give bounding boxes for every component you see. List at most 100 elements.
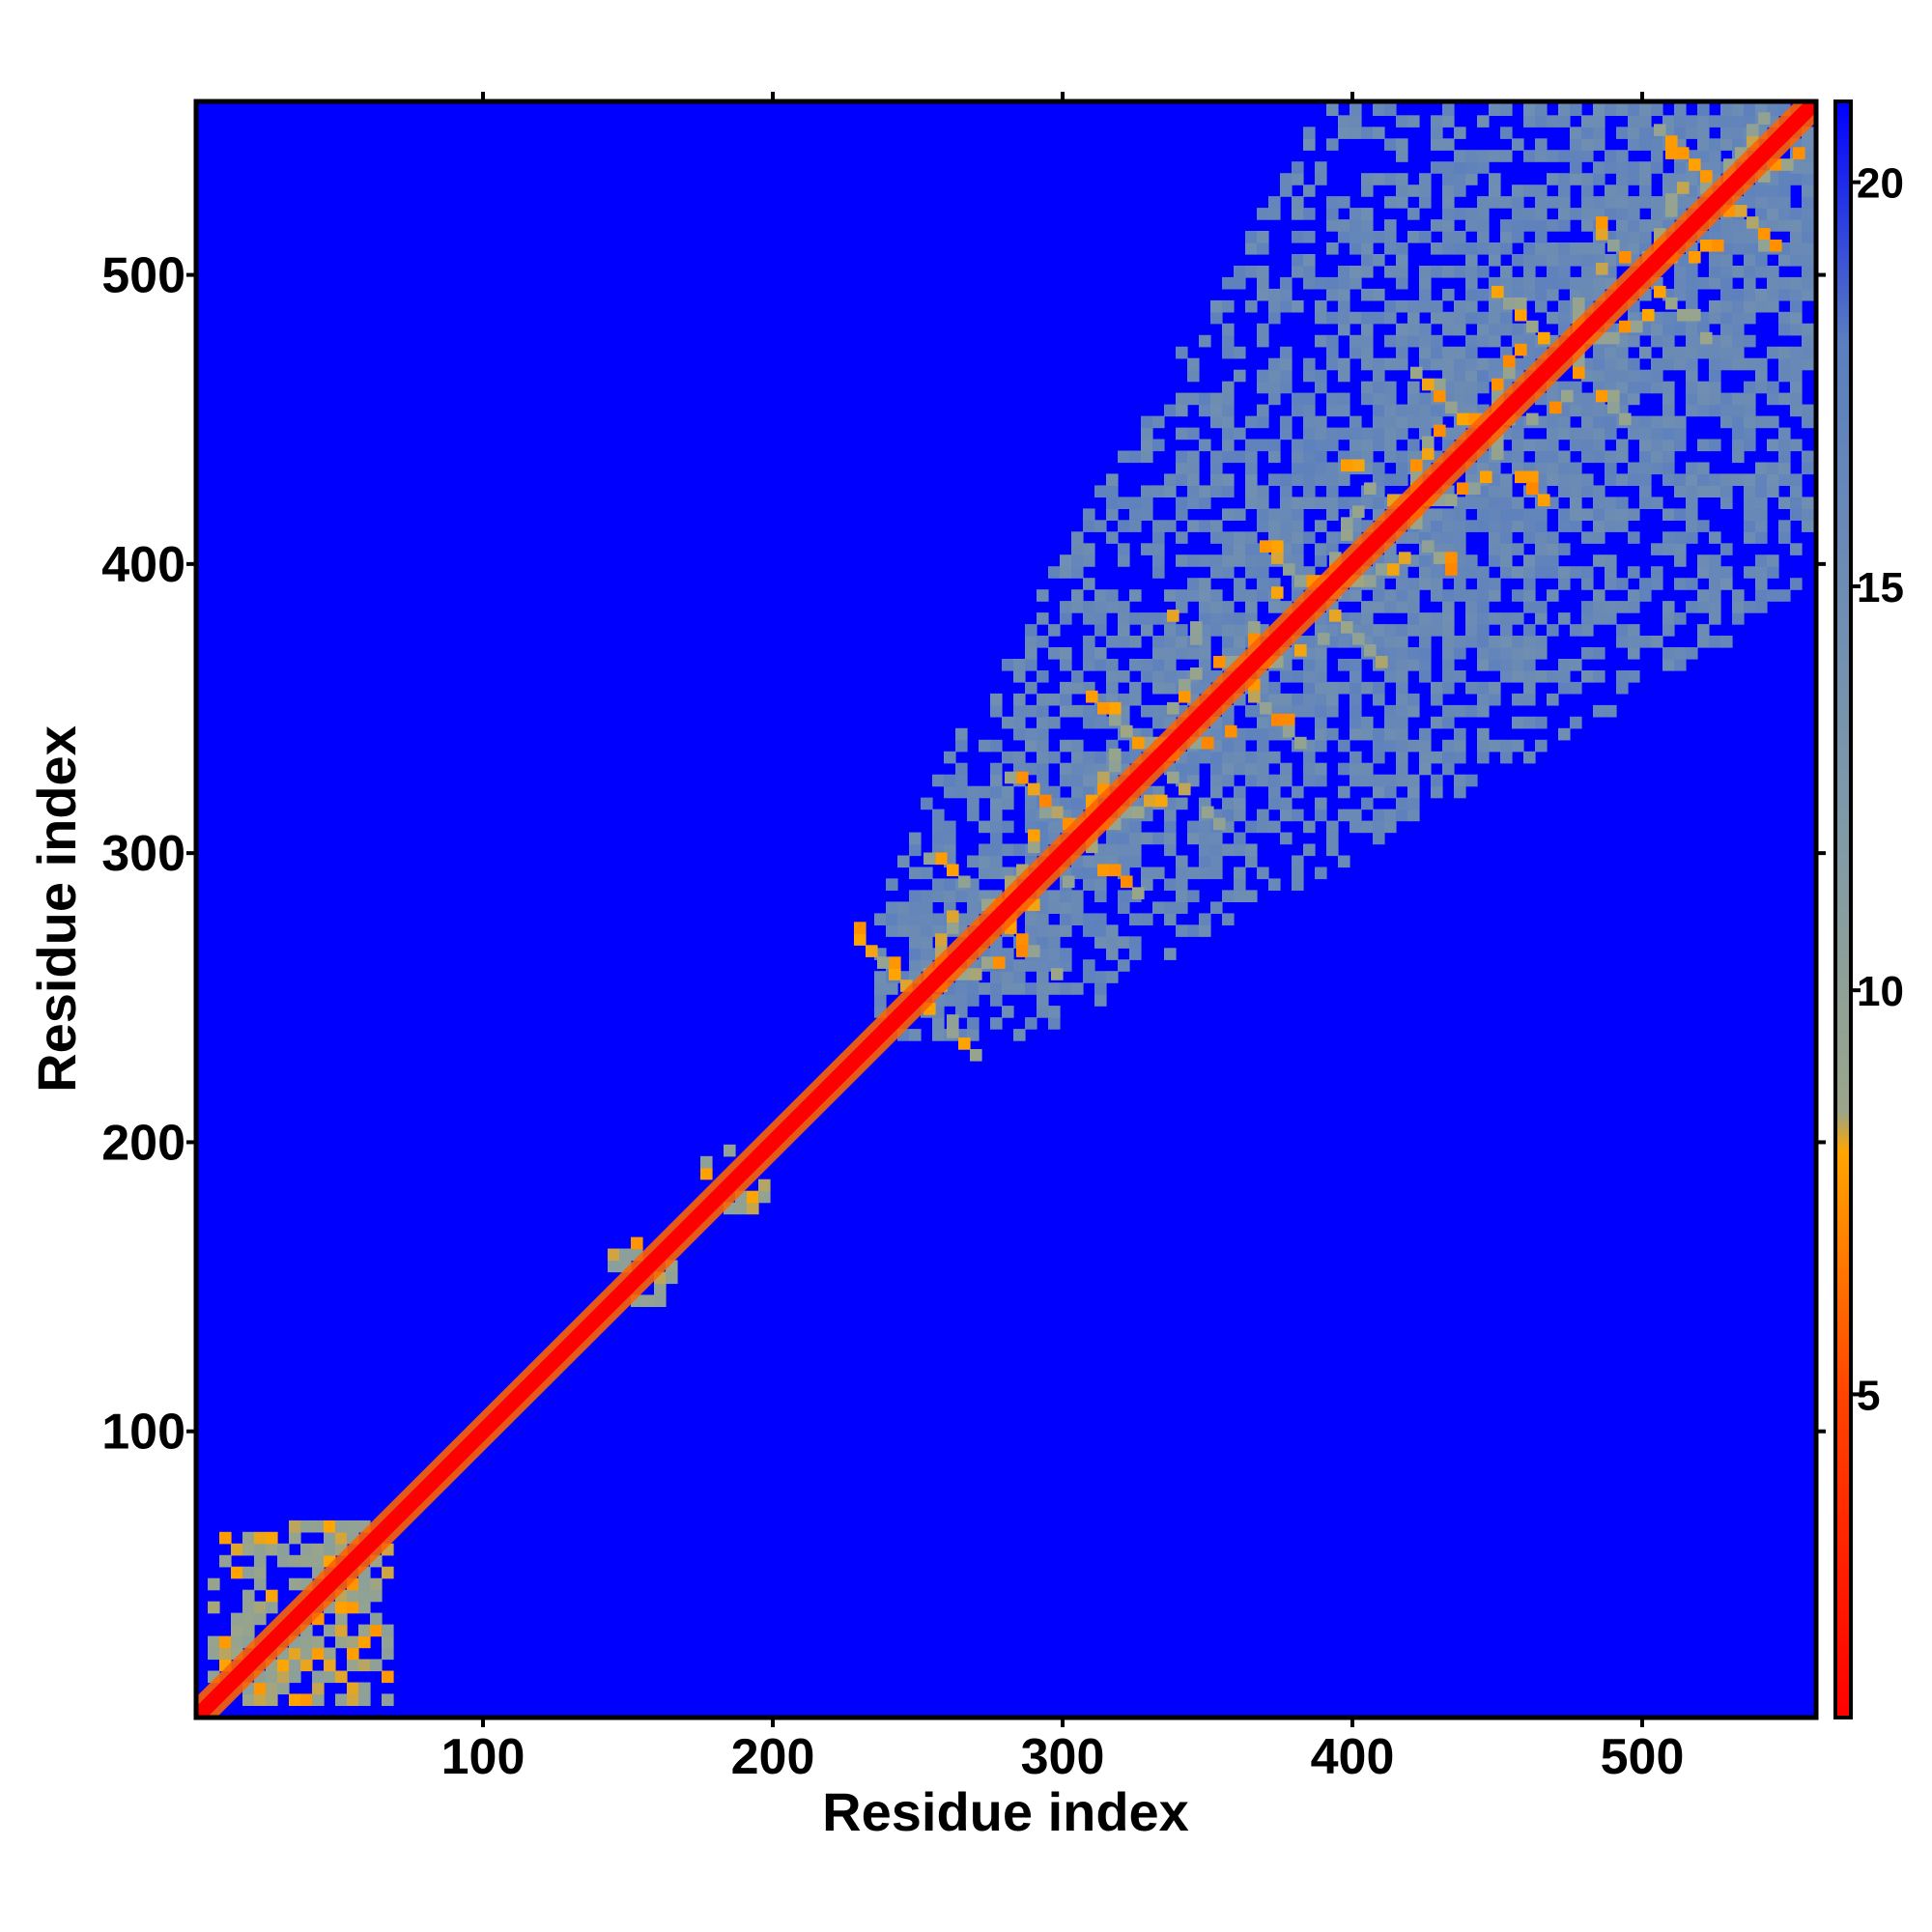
domain-contact-cell [1454, 589, 1466, 602]
repeat-contact-cell [1213, 817, 1226, 831]
domain-contact-cell [1454, 127, 1466, 139]
domain-contact-cell [1315, 462, 1327, 475]
repeat-contact-cell [1039, 794, 1052, 808]
domain-contact-cell [1187, 497, 1200, 509]
domain-contact-cell [1709, 115, 1721, 128]
domain-contact-cell [1674, 612, 1687, 625]
domain-contact-cell [1616, 357, 1629, 371]
domain-contact-cell [1778, 427, 1791, 440]
domain-contact-cell [1755, 196, 1768, 209]
domain-contact-cell [1628, 208, 1640, 220]
domain-contact-cell [1720, 334, 1733, 348]
domain-contact-cell [1419, 173, 1432, 185]
domain-contact-cell [1593, 439, 1605, 452]
domain-contact-cell [735, 1202, 748, 1215]
domain-contact-cell [1245, 704, 1258, 718]
domain-contact-cell [1802, 357, 1814, 371]
domain-contact-cell [1500, 531, 1513, 544]
domain-contact-cell [1037, 924, 1049, 937]
domain-contact-cell [1686, 647, 1698, 660]
domain-contact-cell [1083, 601, 1095, 613]
domain-contact-cell [1176, 878, 1188, 891]
domain-contact-cell [1431, 161, 1443, 174]
domain-contact-cell [1616, 601, 1629, 613]
domain-contact-cell [1651, 439, 1663, 452]
domain-contact-cell [1512, 566, 1524, 579]
domain-contact-cell [1662, 415, 1675, 429]
domain-contact-cell [1268, 774, 1281, 787]
domain-contact-cell [1489, 543, 1501, 555]
domain-contact-cell [1732, 103, 1745, 116]
domain-contact-cell [1477, 219, 1490, 232]
repeat-contact-cell [1121, 724, 1133, 738]
domain-contact-cell [358, 1577, 371, 1591]
domain-contact-cell [1152, 415, 1165, 429]
domain-contact-cell [1048, 647, 1061, 660]
repeat-contact-cell [1642, 308, 1655, 322]
domain-contact-cell [1350, 716, 1362, 729]
domain-contact-cell [921, 913, 933, 925]
domain-contact-cell [1605, 185, 1617, 197]
domain-contact-cell [266, 1670, 278, 1684]
domain-contact-cell [1222, 392, 1235, 406]
domain-contact-cell [1338, 785, 1350, 799]
domain-contact-cell [1465, 520, 1478, 532]
repeat-contact-cell [1503, 297, 1516, 310]
domain-contact-cell [1129, 508, 1142, 521]
domain-contact-cell [1257, 820, 1269, 834]
domain-contact-cell [1605, 578, 1617, 590]
domain-contact-cell [1709, 589, 1721, 602]
domain-contact-cell [1674, 103, 1687, 116]
domain-contact-cell [1477, 704, 1490, 718]
domain-contact-cell [1025, 982, 1037, 995]
domain-contact-cell [1048, 716, 1061, 729]
domain-contact-cell [1245, 727, 1258, 741]
domain-contact-cell [1222, 427, 1235, 440]
repeat-contact-cell [1515, 308, 1527, 322]
domain-contact-cell [921, 924, 933, 937]
domain-contact-cell [1245, 531, 1258, 544]
domain-contact-cell [1350, 751, 1362, 764]
domain-contact-cell [1744, 566, 1756, 579]
repeat-contact-cell [1410, 459, 1423, 472]
domain-contact-cell [1674, 554, 1687, 567]
domain-contact-cell [1326, 404, 1339, 417]
repeat-contact-cell [1526, 482, 1539, 495]
domain-contact-cell [1535, 254, 1548, 267]
domain-contact-cell [1790, 369, 1803, 383]
domain-contact-cell [1419, 185, 1432, 197]
domain-contact-cell [1326, 473, 1339, 486]
domain-contact-cell [1431, 624, 1443, 637]
domain-contact-cell [335, 1670, 348, 1684]
domain-contact-cell [1489, 520, 1501, 532]
domain-contact-cell [1129, 681, 1142, 695]
domain-contact-cell [1732, 299, 1745, 313]
domain-contact-cell [1454, 299, 1466, 313]
domain-contact-cell [1547, 670, 1559, 683]
domain-contact-cell [886, 901, 898, 914]
domain-contact-cell [1338, 762, 1350, 776]
domain-contact-cell [1720, 404, 1733, 417]
domain-contact-cell [1523, 751, 1536, 764]
domain-contact-cell [1535, 103, 1548, 116]
domain-contact-cell [1268, 681, 1281, 695]
domain-contact-cell [1280, 357, 1293, 371]
domain-contact-cell [1720, 473, 1733, 486]
repeat-contact-cell [1607, 331, 1620, 345]
domain-contact-cell [1558, 276, 1571, 290]
domain-contact-cell [1558, 670, 1571, 683]
domain-contact-cell [1060, 681, 1072, 695]
domain-contact-cell [1280, 832, 1293, 845]
domain-contact-cell [1674, 647, 1687, 660]
repeat-contact-cell [1561, 389, 1574, 403]
domain-contact-cell [1326, 392, 1339, 406]
domain-contact-cell [1199, 439, 1211, 452]
repeat-contact-cell [1283, 724, 1295, 738]
domain-contact-cell [874, 994, 887, 1007]
repeat-contact-cell [1155, 794, 1168, 808]
domain-contact-cell [1778, 219, 1791, 232]
domain-contact-cell [1222, 762, 1235, 776]
repeat-contact-cell [1526, 412, 1539, 426]
domain-contact-cell [1790, 323, 1803, 336]
repeat-contact-cell [1352, 633, 1365, 645]
